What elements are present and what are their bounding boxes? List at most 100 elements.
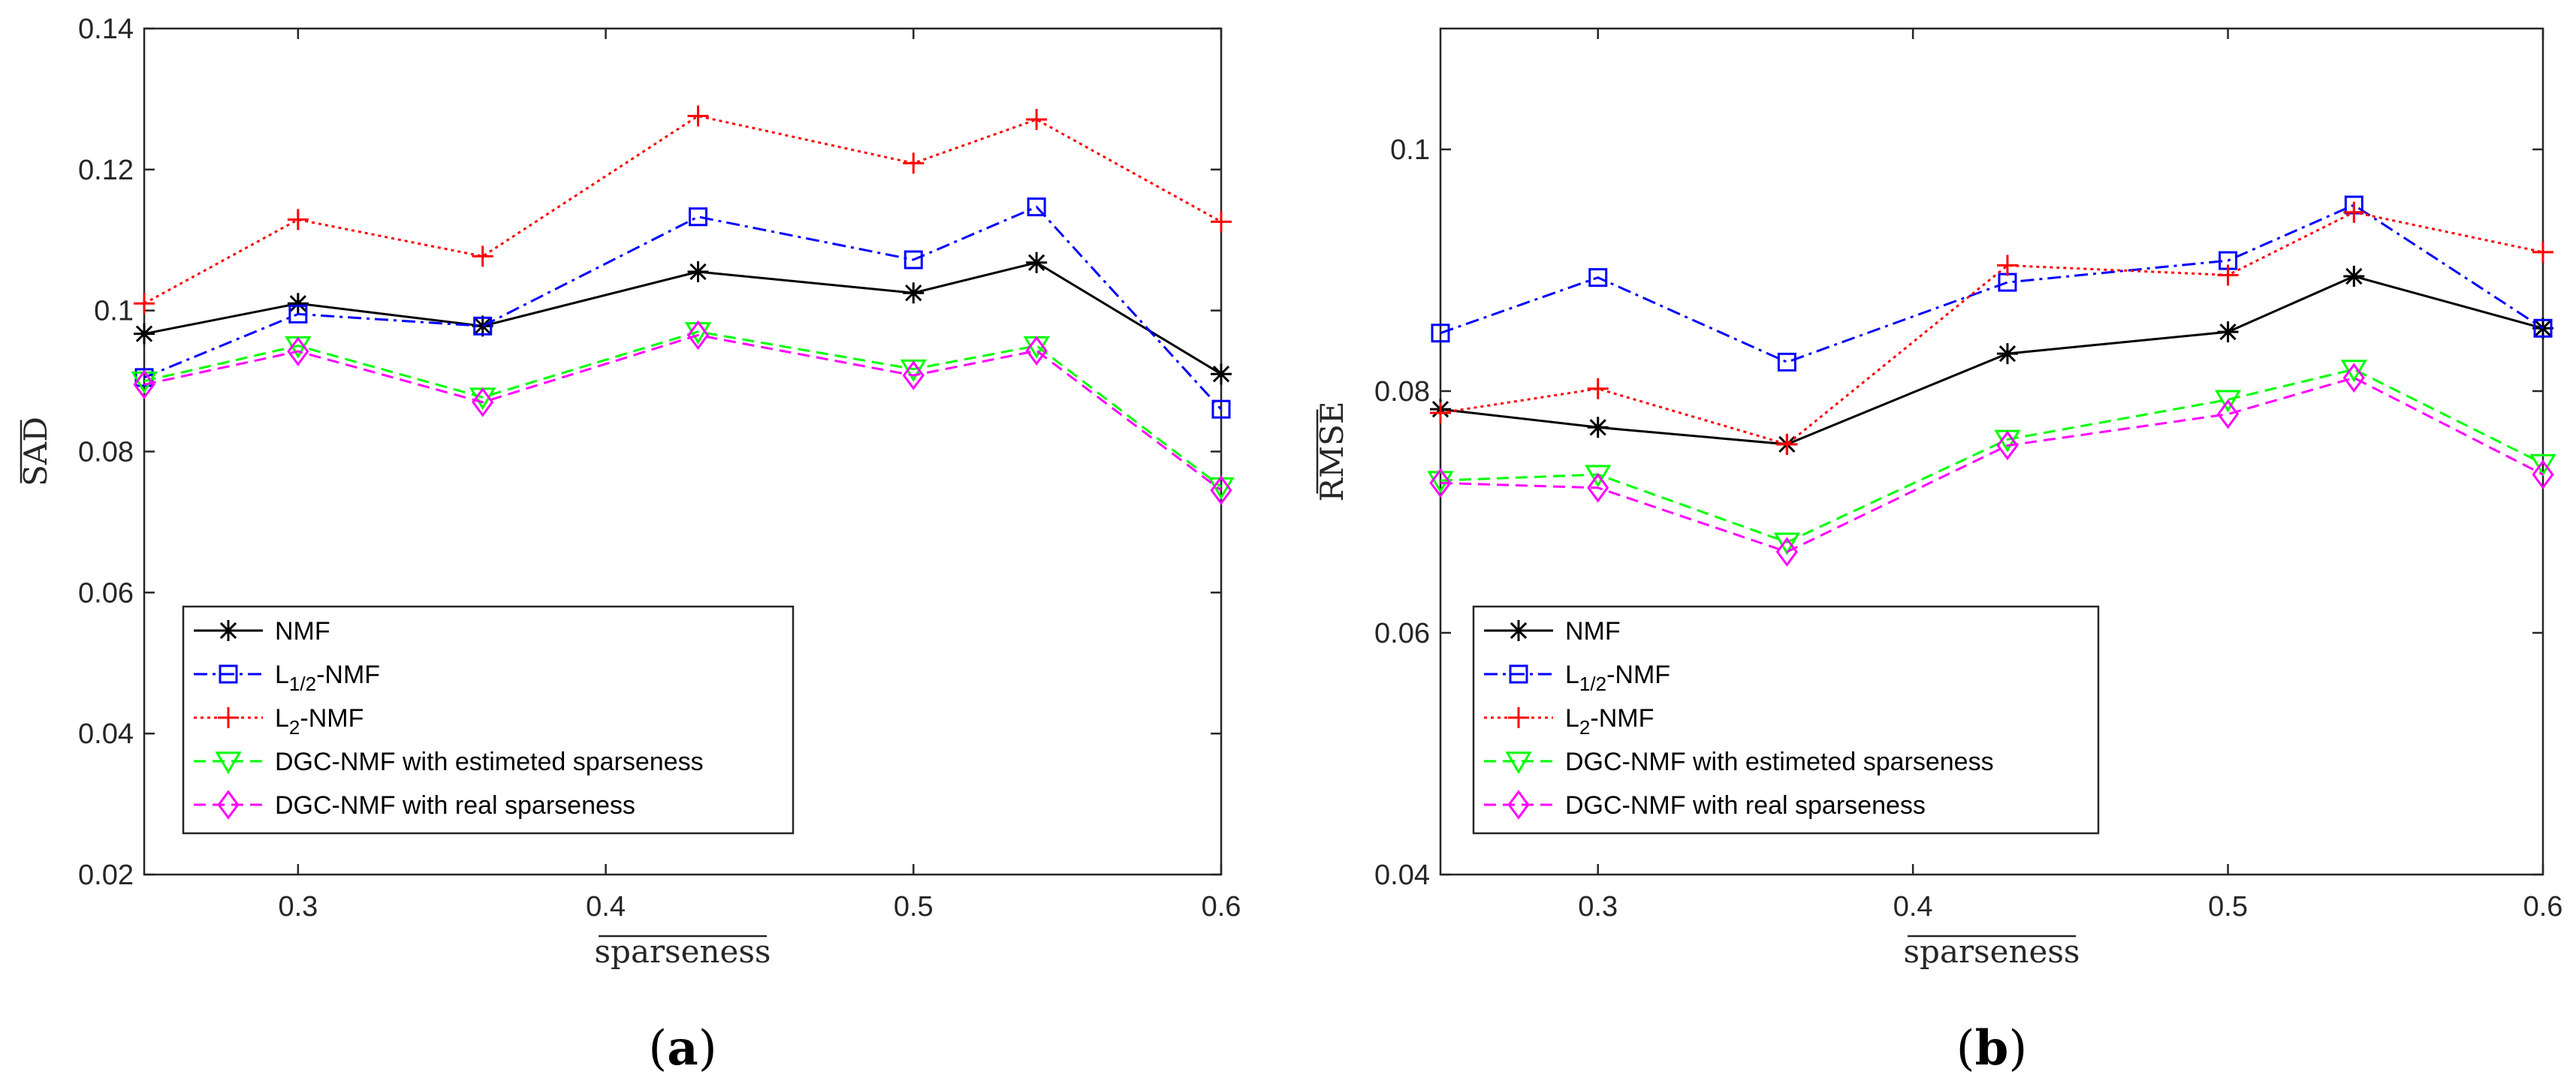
data-point — [2216, 399, 2240, 429]
legend-marker — [218, 620, 239, 641]
legend-entry: L2-NMF — [1565, 704, 1654, 739]
legend-entry-subscript: 2 — [1579, 716, 1590, 739]
data-point — [687, 261, 709, 283]
data-point — [2532, 241, 2553, 263]
data-point — [1211, 363, 1232, 385]
legend-entry: DGC-NMF with estimeted sparseness — [275, 748, 704, 776]
data-point — [2342, 363, 2365, 393]
data-point — [2340, 360, 2367, 383]
data-point — [288, 304, 308, 324]
x-tick-label: 0.6 — [2523, 891, 2563, 923]
series-2 — [134, 197, 1231, 419]
data-point — [1027, 197, 1046, 217]
legend-entry: DGC-NMF with estimeted sparseness — [1565, 748, 1994, 776]
legend-entry-text: DGC-NMF with estimeted sparseness — [275, 748, 704, 776]
data-point — [2217, 321, 2239, 343]
series-3 — [134, 105, 1232, 315]
y-tick-label: 0.06 — [1374, 618, 1430, 649]
x-tick-label: 0.3 — [278, 891, 318, 923]
data-point — [1211, 399, 1231, 419]
data-point — [2214, 390, 2242, 413]
legend-entry-subscript: 1/2 — [1579, 673, 1606, 695]
legend-entry: NMF — [1565, 617, 1621, 646]
legend-entry: DGC-NMF with real sparseness — [1565, 791, 1926, 820]
data-point — [1996, 254, 2018, 276]
data-point — [1429, 468, 1452, 498]
data-point — [1587, 417, 1609, 438]
data-point — [1431, 324, 1450, 343]
y-tick-label: 0.06 — [78, 577, 134, 609]
data-point — [472, 315, 493, 337]
y-tick-label: 0.04 — [1374, 860, 1430, 891]
data-point — [1587, 473, 1609, 503]
data-point — [1587, 378, 1609, 399]
series-line — [143, 205, 1223, 411]
data-point — [2533, 318, 2553, 338]
legend-marker — [217, 790, 240, 820]
y-tick-label: 0.08 — [1374, 376, 1430, 408]
data-point — [1776, 433, 1798, 455]
data-point — [1430, 402, 1451, 423]
y-tick-label: 0.08 — [78, 437, 134, 468]
y-tick-label: 0.1 — [1390, 134, 1430, 166]
subfigure-paren-close: ) — [698, 1021, 717, 1076]
legend-entry-text: L — [1565, 661, 1579, 689]
legend-marker — [218, 707, 239, 728]
y-axis-label: SAD — [17, 417, 54, 486]
legend-entry-text: DGC-NMF with real sparseness — [1565, 791, 1926, 820]
x-axis-label: sparseness — [595, 933, 771, 970]
y-tick-label: 0.1 — [94, 296, 134, 327]
data-point — [1777, 352, 1796, 372]
data-point — [1025, 336, 1048, 366]
data-point — [2529, 453, 2556, 477]
data-point — [1773, 532, 1800, 556]
subfigure-letter: a — [667, 1020, 698, 1076]
legend-marker — [1507, 790, 1530, 820]
legend-box — [1472, 605, 2100, 835]
x-tick-label: 0.4 — [586, 891, 626, 923]
data-point — [903, 250, 923, 269]
legend-marker — [1509, 664, 1528, 684]
data-point — [903, 152, 925, 174]
legend-entry-suffix: -NMF — [300, 704, 363, 733]
legend-entry: NMF — [275, 617, 330, 646]
data-point — [2343, 201, 2365, 223]
data-point — [1775, 537, 1798, 567]
data-point — [133, 369, 155, 400]
legend-entry-subscript: 1/2 — [289, 673, 316, 695]
series-5 — [133, 320, 1232, 505]
legend-entry-text: DGC-NMF with estimeted sparseness — [1565, 748, 1994, 776]
y-tick-label: 0.04 — [78, 718, 134, 750]
legend-marker — [1505, 751, 1532, 775]
legend-entry-suffix: -NMF — [1606, 661, 1670, 689]
data-point — [1588, 268, 1608, 288]
legend-box — [182, 605, 795, 835]
subfigure-paren-open: ( — [648, 1021, 667, 1076]
legend-entry-text: DGC-NMF with real sparseness — [275, 791, 635, 820]
subfigure-letter: b — [1975, 1020, 2009, 1076]
legend-entry-text: NMF — [1565, 617, 1621, 646]
series-5 — [1429, 363, 2554, 567]
data-point — [1026, 251, 1048, 273]
series-1 — [134, 251, 1232, 385]
chart-panel-1: 0.02 0.04 0.06 0.08 0.1 0.12 0.14 0.3 0.4 0.5 0.6 s… — [17, 14, 1241, 1076]
legend-marker — [219, 664, 238, 684]
data-point — [472, 387, 494, 417]
data-point — [2217, 264, 2239, 286]
legend-entry-text: L — [275, 661, 289, 689]
legend-entry: L1/2-NMF — [1565, 661, 1670, 695]
subfigure-paren-open: ( — [1956, 1021, 1975, 1076]
series-3 — [1430, 201, 2553, 455]
data-point — [1585, 465, 1612, 488]
data-point — [1996, 430, 2019, 461]
legend-entry-suffix: -NMF — [1590, 704, 1654, 733]
legend-entry: L2-NMF — [275, 704, 363, 739]
data-point — [687, 105, 709, 127]
x-tick-label: 0.4 — [1893, 891, 1933, 923]
data-point — [287, 336, 309, 366]
series-line — [1440, 376, 2544, 553]
y-tick-label: 0.02 — [78, 860, 134, 891]
legend-entry-text: NMF — [275, 617, 330, 646]
